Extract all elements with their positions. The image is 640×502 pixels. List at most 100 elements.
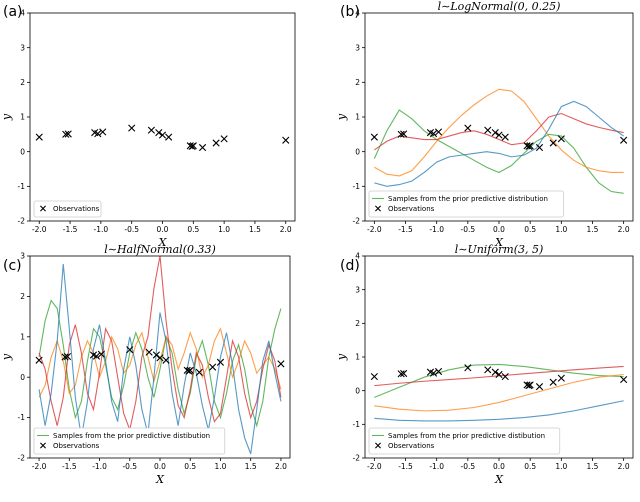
observation-point (434, 128, 443, 136)
y-tick-label: 1 (355, 113, 360, 122)
x-tick-label: -0.5 (461, 225, 476, 234)
observation-point (620, 136, 628, 144)
observation-point (535, 143, 544, 152)
observation-point (152, 351, 160, 359)
y-tick-label: -2 (353, 454, 361, 463)
observation-point (183, 366, 191, 374)
x-tick-label: -2.0 (367, 462, 382, 471)
panel-letter: (c) (3, 258, 22, 274)
y-tick-label: -1 (353, 182, 361, 191)
y-tick-label: 0 (355, 147, 360, 156)
observation-point (158, 131, 167, 139)
x-tick-label: -1.0 (94, 225, 109, 234)
legend-entry: Observations (53, 205, 100, 213)
x-tick-label: 0.5 (184, 462, 196, 471)
panel-title: l∼LogNormal(0, 0.25) (438, 0, 561, 13)
observation-point (220, 135, 228, 143)
y-tick-label: 0 (20, 147, 25, 156)
observation-point (61, 353, 69, 361)
observation-point (35, 133, 43, 141)
prior-sample-line-4 (374, 100, 624, 187)
observation-point (126, 346, 134, 354)
y-tick-label: 1 (20, 332, 25, 341)
observation-point (429, 369, 438, 377)
observation-point (549, 378, 557, 386)
y-tick-label: 1 (355, 353, 360, 362)
x-tick-label: -0.5 (461, 462, 476, 471)
x-tick-label: -1.5 (62, 462, 77, 471)
observation-point (62, 130, 70, 138)
y-axis-label: y (0, 113, 13, 121)
legend-entry: Samples from the prior predictive distib… (53, 432, 210, 440)
legend-box (368, 190, 564, 218)
observation-point (501, 133, 509, 141)
x-tick-label: 1.5 (249, 225, 261, 234)
observation-point (400, 130, 408, 138)
observation-point (63, 353, 72, 361)
prior-sample-line-2 (38, 327, 282, 398)
observation-point (495, 131, 503, 139)
y-tick-label: -2 (18, 217, 26, 226)
prior-sample-line-1 (373, 109, 624, 194)
observations (35, 346, 285, 376)
observation-point (484, 366, 492, 374)
x-tick-label: 2.0 (618, 462, 630, 471)
observation-point (282, 136, 290, 144)
panel-1: (a) -2.0 -1.5 -1.0 -0.5 0.0 0.5 1.0 1.5 2.0 -2 -1 0 1… (0, 4, 296, 249)
x-tick-label: 0.0 (493, 462, 505, 471)
observation-point (491, 129, 499, 137)
y-tick-label: 3 (355, 43, 360, 52)
y-tick-label: 2 (20, 292, 25, 301)
observation-point (35, 356, 43, 364)
observation-point (186, 142, 194, 150)
x-tick-label: 1.5 (587, 462, 599, 471)
y-tick-label: -2 (353, 217, 361, 226)
observations (370, 364, 628, 391)
panel-letter: (b) (340, 4, 360, 20)
prior-sample-line-3 (374, 112, 624, 151)
observation-point (92, 352, 101, 360)
prior-samples (38, 256, 282, 455)
y-tick-label: 4 (355, 9, 360, 18)
y-tick-label: 2 (355, 78, 360, 87)
observations (35, 124, 290, 152)
plot-frame (364, 12, 634, 222)
legend-entry: Observations (388, 205, 435, 213)
x-axis-label: X (494, 236, 504, 249)
legend-entry: Observations (53, 442, 100, 450)
y-tick-label: -1 (353, 420, 361, 429)
x-tick-label: 2.0 (618, 225, 630, 234)
legend-observation-marker (375, 205, 381, 212)
x-axis-label: X (155, 473, 165, 486)
observation-point (557, 374, 565, 382)
observation-point (491, 368, 499, 376)
observation-point (94, 130, 102, 138)
observation-point (99, 128, 107, 136)
x-tick-label: 0.5 (187, 225, 199, 234)
observation-point (535, 383, 544, 391)
legend-observation-marker (40, 205, 46, 212)
panel-title: l∼HalfNormal(0.33) (104, 243, 216, 256)
x-tick-label: 1.5 (245, 462, 257, 471)
observation-point (501, 372, 509, 381)
prior-sample-line-3 (374, 365, 624, 387)
y-tick-label: 0 (355, 386, 360, 395)
observation-point (464, 124, 472, 132)
y-tick-label: 3 (20, 43, 25, 52)
x-tick-label: -1.5 (398, 462, 413, 471)
observation-point (400, 369, 408, 378)
x-tick-label: 1.0 (218, 225, 230, 234)
legend: Samples from the prior predictive distib… (33, 427, 226, 455)
observation-point (549, 139, 557, 147)
prior-sample-line-4 (374, 400, 624, 422)
x-tick-label: -1.0 (429, 225, 444, 234)
prior-sample-line-1 (38, 299, 282, 428)
panel-title: l∼Uniform(3, 5) (455, 243, 544, 256)
legend-observation-marker (375, 442, 381, 449)
observation-point (128, 124, 136, 132)
observation-point (370, 133, 378, 141)
legend-observation-marker (40, 442, 46, 449)
x-tick-label: -1.5 (63, 225, 78, 234)
legend-entry: Observations (388, 442, 435, 450)
